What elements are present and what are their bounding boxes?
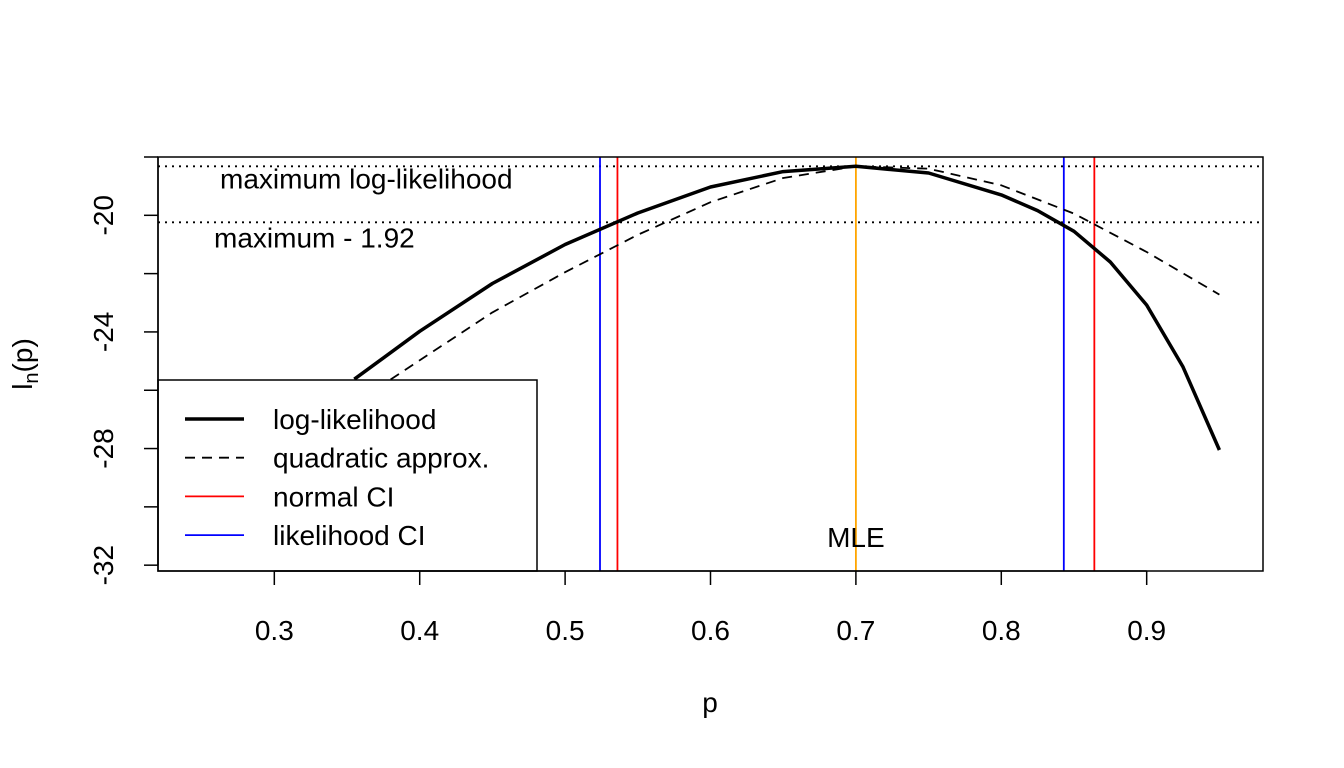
y-axis-label-rest: (p)	[7, 338, 38, 372]
x-axis-label: p	[702, 687, 718, 718]
legend-label-2: normal CI	[273, 481, 394, 512]
horizontal-reference-labels: maximum log-likelihood maximum - 1.92	[214, 163, 513, 253]
series-lines	[353, 164, 1222, 451]
x-tick-label-0: 0.3	[255, 615, 294, 646]
y-tick-label-3: -20	[88, 195, 119, 235]
x-tick-label-2: 0.5	[546, 615, 585, 646]
hline-label-1: maximum - 1.92	[214, 222, 415, 253]
y-tick-label-2: -24	[88, 312, 119, 352]
y-tick-label-1: -28	[88, 428, 119, 468]
legend: log-likelihood quadratic approx. normal CI…	[157, 379, 538, 572]
x-tick-label-3: 0.6	[691, 615, 730, 646]
x-tick-label-6: 0.9	[1127, 615, 1166, 646]
x-tick-label-1: 0.4	[400, 615, 439, 646]
y-axis: -32 -28 -24 -20	[88, 156, 159, 585]
y-axis-label-subscript: n	[21, 372, 43, 383]
y-axis-label: ln(p)	[7, 338, 43, 390]
series-quadratic-approx-line	[390, 165, 1220, 381]
x-tick-label-5: 0.8	[982, 615, 1021, 646]
y-tick-label-0: -32	[88, 545, 119, 585]
x-axis: 0.3 0.4 0.5 0.6 0.7 0.8 0.9	[255, 570, 1166, 646]
legend-label-0: log-likelihood	[273, 404, 436, 435]
legend-label-1: quadratic approx.	[273, 443, 489, 474]
y-axis-label-base: l	[7, 384, 38, 390]
series-log-likelihood-line	[353, 164, 1222, 451]
legend-label-3: likelihood CI	[273, 520, 426, 551]
x-tick-label-4: 0.7	[836, 615, 875, 646]
hline-label-0: maximum log-likelihood	[220, 163, 513, 194]
mle-label: MLE	[827, 522, 885, 553]
